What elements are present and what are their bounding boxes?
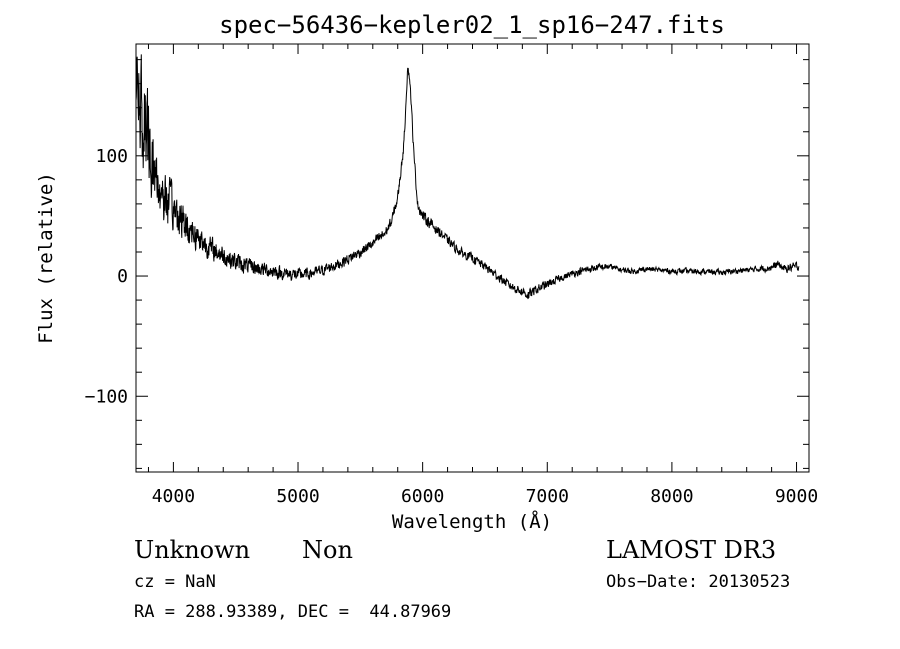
x-tick-label: 7000 bbox=[526, 486, 569, 507]
x-axis-ticks bbox=[147, 44, 798, 472]
spectrum-line bbox=[135, 54, 800, 300]
subclass-label: Non bbox=[302, 536, 353, 564]
chart-title: spec−56436−kepler02_1_sp16−247.fits bbox=[219, 11, 725, 39]
y-tick-label: 100 bbox=[95, 146, 128, 167]
y-tick-label: 0 bbox=[117, 266, 128, 287]
x-axis-tick-labels: 4000 5000 6000 7000 8000 9000 bbox=[152, 486, 819, 507]
y-axis-ticks bbox=[136, 59, 809, 469]
x-axis-label: Wavelength (Å) bbox=[392, 510, 552, 533]
x-tick-label: 9000 bbox=[775, 486, 818, 507]
coordinates-readout: RA = 288.93389, DEC = 44.87969 bbox=[134, 602, 452, 622]
y-axis-tick-labels: −100 0 100 bbox=[85, 146, 128, 407]
x-tick-label: 8000 bbox=[650, 486, 693, 507]
obs-date-readout: Obs−Date: 20130523 bbox=[606, 572, 791, 592]
redshift-readout: cz = NaN bbox=[134, 572, 216, 592]
x-tick-label: 6000 bbox=[401, 486, 444, 507]
y-tick-label: −100 bbox=[85, 386, 128, 407]
x-tick-label: 4000 bbox=[152, 486, 195, 507]
x-tick-label: 5000 bbox=[276, 486, 319, 507]
survey-label: LAMOST DR3 bbox=[606, 536, 777, 564]
classification-label: Unknown bbox=[134, 536, 251, 564]
y-axis-label: Flux (relative) bbox=[35, 172, 57, 344]
